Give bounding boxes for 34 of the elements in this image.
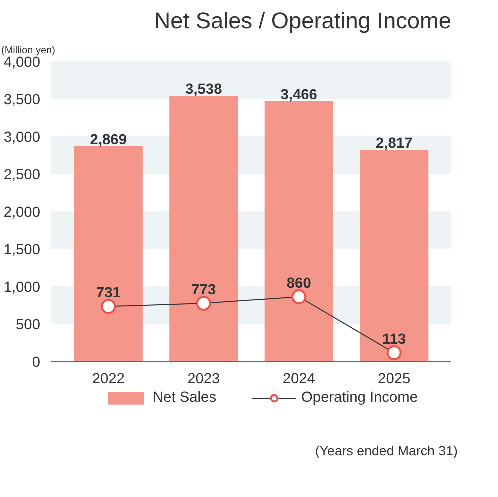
y-tick-label: 1,500 [4, 242, 41, 258]
x-tick-label: 2022 [92, 372, 125, 388]
bar [74, 146, 143, 362]
data-label: 731 [96, 286, 121, 302]
point [292, 290, 307, 304]
bar [170, 96, 238, 362]
chart-title: Net Sales / Operating Income [154, 8, 452, 34]
y-tick-label: 3,000 [4, 130, 41, 146]
data-label: 2,817 [376, 136, 413, 152]
data-label: 860 [286, 276, 312, 292]
legend-label: Operating Income [302, 390, 418, 406]
legend-label: Net Sales [152, 390, 217, 406]
x-tick-label: 2025 [378, 372, 411, 388]
x-tick-label: 2023 [188, 372, 220, 388]
y-tick-label: 500 [16, 318, 41, 334]
point [196, 296, 212, 312]
y-tick-label: 2,500 [4, 168, 41, 184]
text: (Years ended March 31) [315, 444, 458, 458]
data-label: 773 [192, 282, 216, 299]
bar [360, 150, 429, 362]
data-label: 2,869 [90, 132, 127, 148]
data-label: 113 [382, 332, 406, 348]
y-tick-label: 4,000 [4, 55, 41, 71]
point [101, 299, 116, 314]
y-axis-title: (Million yen) [2, 46, 56, 56]
y-tick-label: 1,000 [4, 280, 41, 296]
y-tick-label: 2,000 [4, 205, 41, 221]
data-label: 3,466 [280, 88, 318, 104]
x-tick-label: 2024 [282, 372, 316, 388]
point [386, 346, 402, 361]
y-tick-label: 3,500 [4, 92, 41, 108]
bar [264, 102, 334, 362]
data-label: 3,538 [186, 82, 222, 98]
y-tick-label: 0 [32, 355, 41, 371]
